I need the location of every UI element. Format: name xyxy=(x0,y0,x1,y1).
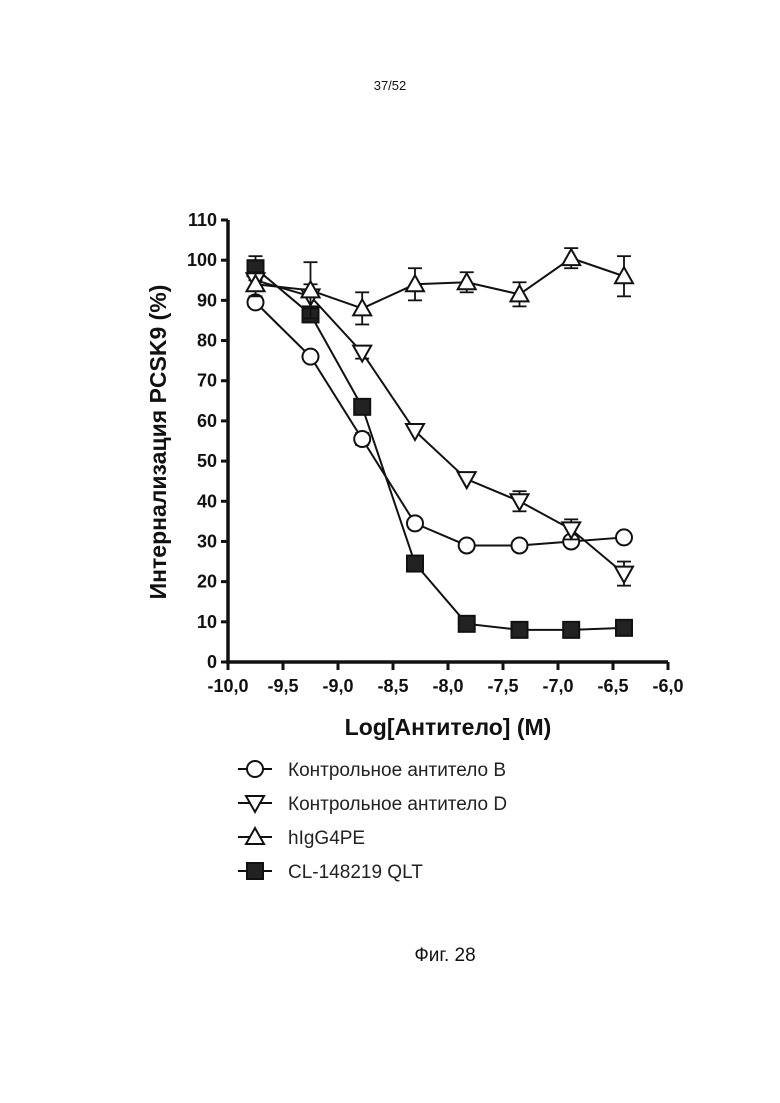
y-tick-label: 30 xyxy=(197,531,217,551)
data-point xyxy=(615,567,633,583)
y-tick-label: 100 xyxy=(187,250,217,270)
legend-item: Контрольное антитело B xyxy=(238,760,506,781)
data-point xyxy=(353,299,371,315)
series-0 xyxy=(248,294,633,553)
data-point xyxy=(407,515,423,531)
y-tick-label: 50 xyxy=(197,451,217,471)
legend-marker xyxy=(247,863,263,879)
x-axis-title: Log[Антитело] (M) xyxy=(345,714,552,740)
y-tick-label: 70 xyxy=(197,371,217,391)
data-point xyxy=(407,556,423,572)
y-tick-label: 60 xyxy=(197,411,217,431)
data-point xyxy=(354,399,370,415)
legend-label: Контрольное антитело B xyxy=(288,760,506,781)
y-tick-label: 40 xyxy=(197,491,217,511)
chart-legend: Контрольное антитело B Контрольное антите… xyxy=(238,760,507,883)
data-point xyxy=(512,622,528,638)
x-tick-label: -6,0 xyxy=(652,676,683,696)
data-point xyxy=(459,616,475,632)
chart-series xyxy=(247,248,634,638)
legend-item: Контрольное антитело D xyxy=(238,794,507,815)
series-3 xyxy=(248,256,633,638)
legend-label: Контрольное антитело D xyxy=(288,794,507,815)
legend-label: hIgG4PE xyxy=(288,828,365,849)
data-point xyxy=(616,529,632,545)
legend-marker xyxy=(247,761,263,777)
data-point xyxy=(458,273,476,289)
x-tick-label: -7,5 xyxy=(487,676,518,696)
x-tick-label: -8,5 xyxy=(377,676,408,696)
y-tick-label: 90 xyxy=(197,290,217,310)
dose-response-chart: 0 10 20 30 40 50 60 70 80 90 100 110 -10,0 -9,5 -9,0 -8… xyxy=(0,0,780,1000)
data-point xyxy=(563,622,579,638)
data-point xyxy=(562,249,580,265)
data-point xyxy=(616,620,632,636)
legend-item: hIgG4PE xyxy=(238,828,365,849)
y-tick-label: 80 xyxy=(197,331,217,351)
y-axis-title: Интернализация PCSK9 (%) xyxy=(145,285,171,600)
x-tick-label: -7,0 xyxy=(542,676,573,696)
y-tick-label: 20 xyxy=(197,572,217,592)
legend-label: CL-148219 QLT xyxy=(288,862,423,883)
data-point xyxy=(459,537,475,553)
x-tick-label: -6,5 xyxy=(597,676,628,696)
data-point xyxy=(512,537,528,553)
data-point xyxy=(303,349,319,365)
data-point xyxy=(458,472,476,488)
x-tick-label: -9,5 xyxy=(267,676,298,696)
legend-item: CL-148219 QLT xyxy=(238,862,423,883)
y-tick-label: 10 xyxy=(197,612,217,632)
data-point xyxy=(354,431,370,447)
x-tick-label: -9,0 xyxy=(322,676,353,696)
chart-axes xyxy=(226,220,668,662)
y-tick-label: 110 xyxy=(188,210,217,230)
x-tick-label: -10,0 xyxy=(207,676,248,696)
series-line xyxy=(256,302,625,545)
figure-caption: Фиг. 28 xyxy=(0,945,780,967)
x-tick-label: -8,0 xyxy=(432,676,463,696)
data-point xyxy=(511,494,529,510)
data-point xyxy=(615,267,633,283)
y-tick-label: 0 xyxy=(207,652,217,672)
